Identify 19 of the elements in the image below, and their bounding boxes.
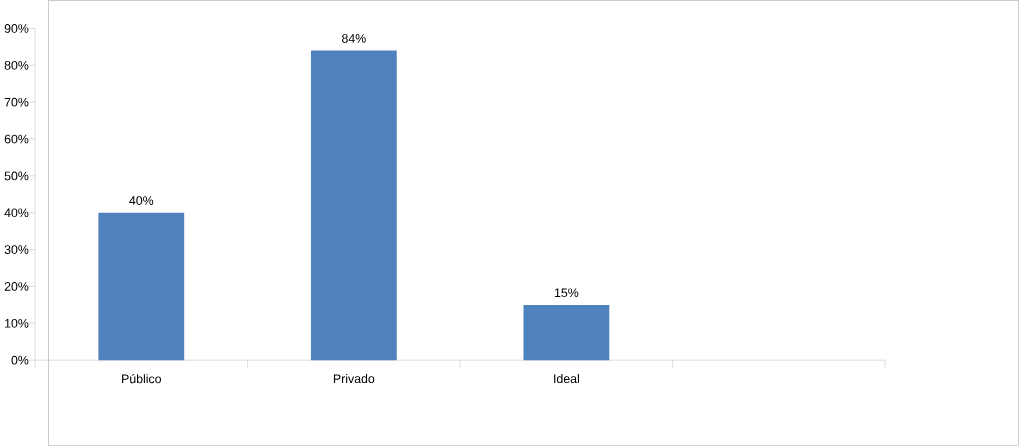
y-tick-label: 30% — [4, 245, 29, 255]
data-label: 40% — [129, 196, 154, 206]
bar — [310, 50, 397, 361]
y-tick-label: 20% — [4, 282, 29, 291]
bar — [523, 304, 610, 361]
y-tick-label: 10% — [5, 319, 29, 328]
data-label: 15% — [554, 288, 579, 298]
y-tick-label: 60% — [4, 134, 29, 144]
y-tick-label: 90% — [4, 24, 29, 33]
y-tick-label: 40% — [4, 208, 29, 218]
y-tick-label: 0% — [11, 355, 29, 365]
y-tick-label: 70% — [4, 97, 29, 107]
x-tick-label: Privado — [333, 374, 375, 384]
bar — [98, 212, 185, 361]
x-tick-label: Ideal — [554, 374, 579, 384]
data-label: 84% — [342, 34, 366, 43]
x-tick-label: Público — [122, 374, 162, 384]
y-tick-label: 80% — [4, 61, 29, 70]
y-tick-label: 50% — [4, 171, 29, 181]
